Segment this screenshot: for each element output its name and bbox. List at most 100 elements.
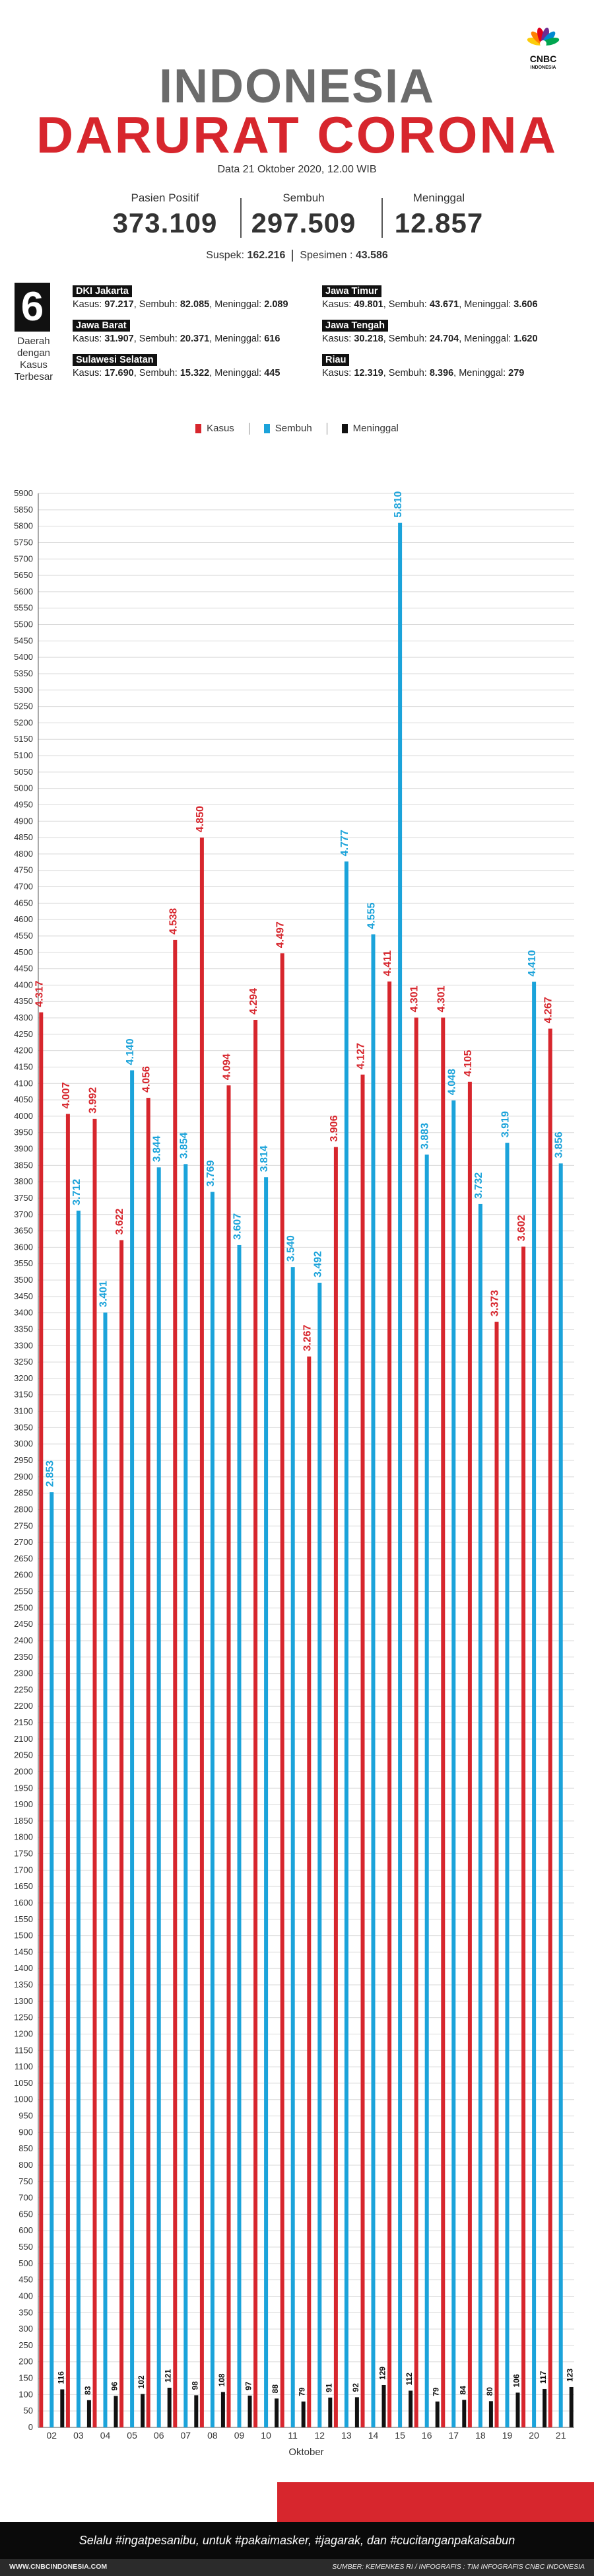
- bar-sembuh: [156, 1167, 161, 2427]
- y-tick-label: 550: [18, 2242, 33, 2252]
- y-tick-label: 1150: [15, 2045, 33, 2055]
- y-tick-label: 2350: [14, 1652, 33, 1662]
- x-tick-label: 17: [449, 2430, 459, 2441]
- bar-sembuh: [183, 1164, 188, 2427]
- data-label-sembuh: 3.844: [152, 1135, 163, 1162]
- y-tick-label: 2750: [14, 1521, 33, 1530]
- x-tick-label: 13: [341, 2430, 352, 2441]
- bar-meninggal: [515, 2392, 520, 2427]
- region-detail: Kasus: 97.217, Sembuh: 82.085, Meninggal…: [73, 299, 288, 310]
- bar-sembuh: [50, 1492, 54, 2427]
- y-tick-label: 4300: [14, 1013, 33, 1022]
- y-tick-label: 400: [18, 2291, 33, 2301]
- y-tick-label: 3850: [14, 1160, 33, 1170]
- y-tick-label: 5550: [14, 603, 33, 613]
- x-tick-label: 21: [556, 2430, 566, 2441]
- y-tick-label: 1600: [14, 1898, 33, 1908]
- bar-sembuh: [424, 1154, 429, 2427]
- data-label-kasus: 4.267: [543, 997, 554, 1023]
- bar-sembuh: [290, 1267, 295, 2427]
- data-label-meninggal: 84: [458, 2386, 467, 2395]
- bar-sembuh: [103, 1312, 108, 2427]
- bar-sembuh: [76, 1210, 81, 2427]
- region-name: Riau: [322, 354, 350, 366]
- data-label-kasus: 4.301: [409, 985, 420, 1012]
- y-tick-label: 4600: [14, 914, 33, 924]
- data-label-sembuh: 3.401: [98, 1281, 110, 1307]
- region-name: DKI Jakarta: [73, 285, 132, 297]
- y-tick-label: 4450: [14, 964, 33, 974]
- region-value: 12.319: [354, 368, 383, 378]
- y-tick-label: 2600: [14, 1570, 33, 1580]
- legend-sembuh: Sembuh: [263, 423, 312, 434]
- bar-meninggal: [462, 2400, 467, 2427]
- data-label-meninggal: 92: [351, 2383, 360, 2392]
- bar-sembuh: [317, 1283, 322, 2427]
- x-tick-label: 20: [529, 2430, 539, 2441]
- region-caption: Daerah dengan Kasus Terbesar: [14, 336, 53, 382]
- y-tick-label: 5500: [14, 620, 33, 629]
- x-axis-label: Oktober: [288, 2447, 323, 2457]
- region-field-label: , Sembuh:: [133, 368, 180, 378]
- bar-kasus: [467, 1081, 472, 2427]
- bar-sembuh: [532, 982, 537, 2427]
- cnbc-logo: CNBC INDONESIA: [520, 26, 566, 73]
- stat-sembuh-label: Sembuh: [282, 192, 325, 204]
- y-tick-label: 3900: [14, 1144, 33, 1154]
- region-value: 279: [508, 368, 525, 378]
- bar-kasus: [146, 1098, 150, 2427]
- bar-sembuh: [371, 934, 376, 2427]
- y-tick-label: 2950: [14, 1455, 33, 1465]
- y-tick-label: 2300: [14, 1668, 33, 1678]
- footer-source: SUMBER: KEMENKES RI / INFOGRAFIS : TIM I…: [332, 2563, 585, 2571]
- y-tick-label: 4000: [14, 1111, 33, 1121]
- y-tick-label: 3000: [14, 1439, 33, 1449]
- y-tick-label: 2900: [14, 1472, 33, 1482]
- y-tick-label: 50: [24, 2406, 33, 2415]
- bar-meninggal: [60, 2389, 65, 2427]
- y-tick-label: 4900: [14, 816, 33, 826]
- region-name: Jawa Barat: [73, 320, 130, 332]
- bar-kasus: [521, 1246, 526, 2427]
- y-tick-label: 450: [18, 2275, 33, 2285]
- y-tick-label: 2000: [14, 1766, 33, 1776]
- stat-positif-label: Pasien Positif: [131, 192, 199, 204]
- legend-kasus-swatch: [195, 424, 202, 434]
- data-label-sembuh: 3.540: [286, 1235, 297, 1262]
- footer-accent-band: [277, 2482, 594, 2524]
- y-tick-label: 2100: [14, 1734, 33, 1744]
- region-value: 2.089: [264, 299, 288, 310]
- region-value: 43.671: [429, 299, 459, 310]
- legend-kasus: Kasus: [195, 423, 234, 434]
- data-label-meninggal: 123: [566, 2369, 575, 2382]
- region-item: Sulawesi Selatan Kasus: 17.690, Sembuh: 1…: [73, 354, 280, 378]
- data-label-sembuh: 3.856: [554, 1131, 565, 1158]
- bar-sembuh: [558, 1163, 563, 2427]
- data-label-meninggal: 106: [512, 2374, 521, 2387]
- data-label-sembuh: 3.607: [232, 1213, 244, 1240]
- y-tick-label: 1950: [14, 1783, 33, 1793]
- bar-kasus: [414, 1017, 418, 2427]
- spesimen-value: 43.586: [355, 250, 388, 262]
- region-field-label: , Meninggal:: [209, 368, 265, 378]
- region-value: 31.907: [104, 334, 134, 344]
- legend-sembuh-swatch: [263, 424, 270, 434]
- data-label-kasus: 4.007: [61, 1082, 72, 1108]
- y-tick-label: 1300: [14, 1996, 33, 2006]
- y-tick-label: 2800: [14, 1504, 33, 1514]
- region-value: 616: [264, 334, 280, 344]
- y-tick-label: 3050: [14, 1422, 33, 1432]
- x-tick-label: 18: [475, 2430, 486, 2441]
- region-value: 82.085: [180, 299, 210, 310]
- y-tick-label: 2500: [14, 1602, 33, 1612]
- y-tick-label: 4800: [14, 849, 33, 859]
- region-value: 3.606: [513, 299, 538, 310]
- x-tick-label: 07: [181, 2430, 191, 2441]
- region-field-label: , Meninggal:: [209, 334, 265, 344]
- bar-kasus: [441, 1017, 446, 2427]
- y-tick-label: 5350: [14, 668, 33, 678]
- bar-meninggal: [194, 2395, 199, 2427]
- y-tick-label: 600: [18, 2225, 33, 2235]
- region-value: 445: [264, 368, 280, 378]
- data-label-kasus: 3.267: [302, 1325, 313, 1351]
